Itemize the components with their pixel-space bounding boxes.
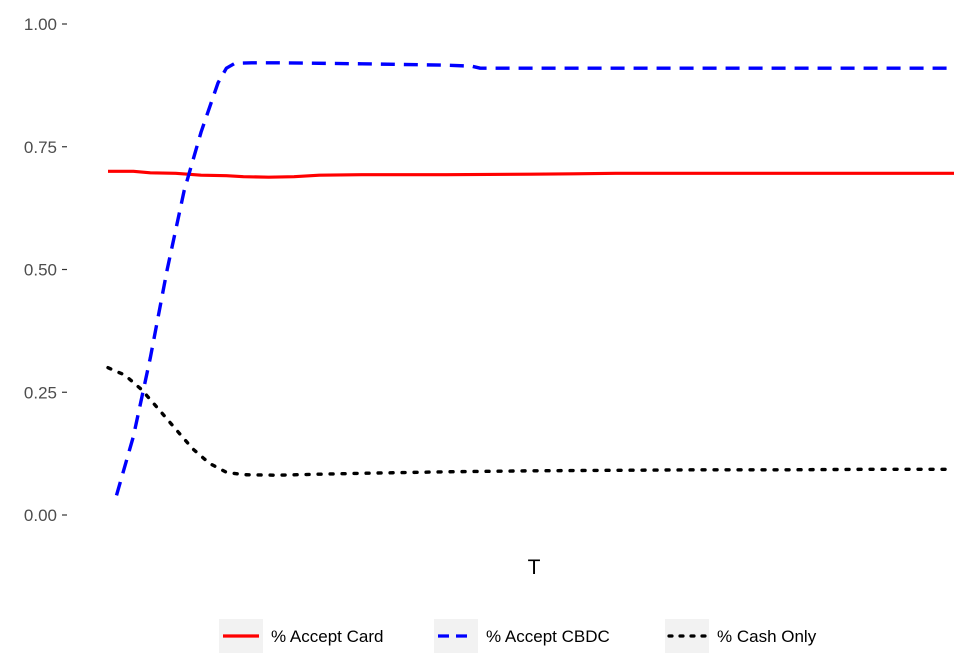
series-line-1 [108,169,954,179]
plot-area [106,61,954,496]
y-axis: 0.00 0.25 0.50 0.75 1.00 [24,15,67,525]
y-tick-label: 1.00 [24,15,57,34]
legend-label: % Accept Card [271,627,383,646]
legend-label: % Cash Only [717,627,817,646]
y-tick-label: 0.00 [24,506,57,525]
y-tick-label: 0.75 [24,138,57,157]
legend-label: % Accept CBDC [486,627,610,646]
x-axis-title: T [528,556,541,579]
legend: % Accept Card % Accept CBDC % Cash Only [219,619,817,653]
series-line-3 [106,366,954,477]
y-tick-label: 0.50 [24,261,57,280]
y-tick-label: 0.25 [24,383,57,402]
series-line-2 [114,61,954,496]
